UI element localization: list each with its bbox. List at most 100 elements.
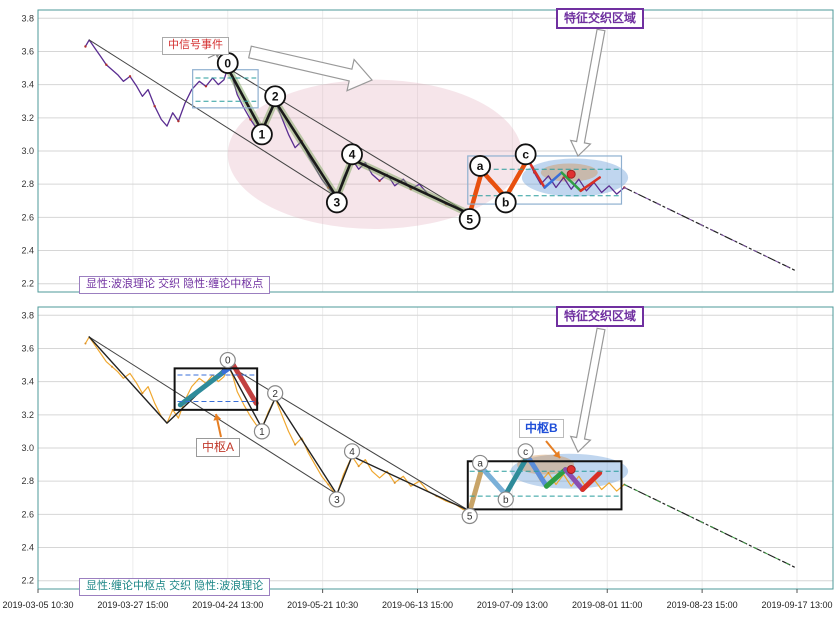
x-axis-label: 2019-05-21 10:30 [287, 600, 359, 610]
wave-marker-a [469, 155, 492, 177]
pivot-box-b [466, 460, 623, 511]
zhongshu-b-label: 中枢B [519, 419, 564, 438]
wave-label-2: 2 [272, 389, 278, 400]
focus-dot [566, 465, 576, 475]
price-marker [249, 118, 252, 121]
wave-label-b: b [503, 495, 509, 506]
y-tick-label: 2.6 [21, 509, 34, 519]
wave-zigzag [88, 336, 529, 512]
price-marker [327, 483, 330, 486]
colored-segment [467, 465, 485, 514]
wave-marker-1 [253, 423, 271, 440]
wave-marker-5 [461, 507, 478, 525]
price-marker [177, 119, 180, 123]
wave-marker-c [517, 443, 534, 460]
y-tick-label: 3.4 [21, 377, 34, 387]
panel-chan-primary: 3.8 3.6 3.4 3.2 3.0 2.8 2.6 2.4 2.2 0 1 2 3 4 5 a b c [21, 306, 834, 593]
wave-label-c: c [522, 148, 529, 162]
feature-zone-arrow-bottom [569, 327, 606, 454]
y-tick-label: 3.8 [21, 13, 34, 23]
colored-segment [543, 171, 563, 189]
panel-elliott-primary: 3.8 3.6 3.4 3.2 3.0 2.8 2.6 2.4 2.2 0 1 2 3 4 5 a b c [21, 9, 834, 293]
wave-marker-2 [267, 385, 284, 402]
wave-label-2: 2 [272, 90, 279, 104]
wave-marker-c [514, 143, 537, 166]
pink-highlight-ellipse [227, 79, 522, 229]
wave-label-4: 4 [349, 447, 355, 458]
x-axis-label: 2019-08-01 11:00 [572, 600, 643, 610]
y-tick-label: 2.2 [21, 279, 34, 289]
colored-segment [503, 157, 530, 200]
price-marker [128, 75, 132, 78]
y-tick-label: 2.4 [21, 246, 34, 256]
colored-segment [177, 369, 227, 408]
price-marker [84, 45, 87, 48]
price-marker [105, 63, 108, 66]
price-marker [84, 342, 87, 345]
x-axis-label: 2019-07-09 13:00 [476, 600, 548, 610]
panel-frame [37, 306, 834, 590]
zhongshu-a-label: 中枢A [196, 438, 241, 457]
y-tick-label: 3.2 [21, 410, 34, 420]
focus-dot [566, 169, 576, 179]
zhongshu-b-arrow-head [553, 450, 560, 458]
price-marker [153, 105, 156, 108]
y-tick-label: 3.6 [21, 343, 34, 353]
projection-tint [623, 187, 796, 271]
colored-segment [560, 171, 582, 193]
y-tick-label: 2.2 [21, 576, 34, 586]
wave-marker-3 [328, 491, 345, 508]
wave-label-a: a [477, 459, 483, 470]
wave-label-4: 4 [349, 148, 356, 162]
wave-label-1: 1 [259, 427, 265, 438]
wave-label-c: c [523, 447, 528, 458]
zhongshu-a-arrow-head [213, 414, 222, 421]
y-tick-label: 2.8 [21, 476, 34, 486]
price-marker [111, 365, 114, 368]
colored-segment [503, 453, 531, 497]
wave-marker-5 [458, 208, 481, 230]
trendline-1 [88, 336, 341, 497]
price-marker [204, 85, 208, 88]
annotation-arrows [207, 28, 606, 459]
legend-bottom: 显性:缠论中枢点 交织 隐性:波浪理论 [79, 578, 271, 596]
price-marker [357, 465, 360, 468]
x-axis-label: 2019-03-27 15:00 [97, 600, 169, 610]
price-marker [294, 443, 297, 446]
pivot-box-a [173, 367, 259, 411]
wave-label-1: 1 [259, 128, 266, 142]
wave-label-5: 5 [466, 212, 473, 226]
y-tick-label: 2.8 [21, 179, 34, 189]
wave-label-0: 0 [224, 56, 231, 70]
colored-segment [479, 465, 509, 497]
x-axis-label: 2019-09-17 13:00 [761, 600, 833, 610]
colored-segment [580, 470, 603, 492]
colored-segment [544, 467, 568, 489]
price-marker [141, 392, 144, 395]
colored-segment [467, 168, 485, 217]
wave-marker-b [497, 491, 514, 508]
y-tick-label: 2.4 [21, 543, 34, 553]
wave-marker-b [494, 191, 517, 214]
wave-label-5: 5 [467, 512, 473, 523]
price-marker [562, 176, 565, 179]
y-tick-label: 3.2 [21, 113, 34, 123]
price-marker [393, 481, 396, 484]
wave-marker-a [472, 454, 489, 472]
wave-label-a: a [477, 159, 484, 173]
colored-segment [230, 362, 259, 406]
x-axis-label: 2019-06-13 15:00 [381, 600, 454, 610]
wave-marker-4 [343, 443, 361, 460]
wave-marker-3 [325, 191, 348, 214]
feature-zone-arrow-top [569, 28, 606, 158]
y-tick-label: 3.6 [21, 46, 34, 56]
price-marker [547, 471, 550, 474]
panel-frame [37, 9, 834, 293]
wave-label-0: 0 [225, 356, 231, 367]
projection-line [623, 483, 796, 569]
projection-tint [623, 484, 796, 568]
y-tick-label: 3.8 [21, 310, 34, 320]
wave-label-3: 3 [334, 495, 340, 506]
